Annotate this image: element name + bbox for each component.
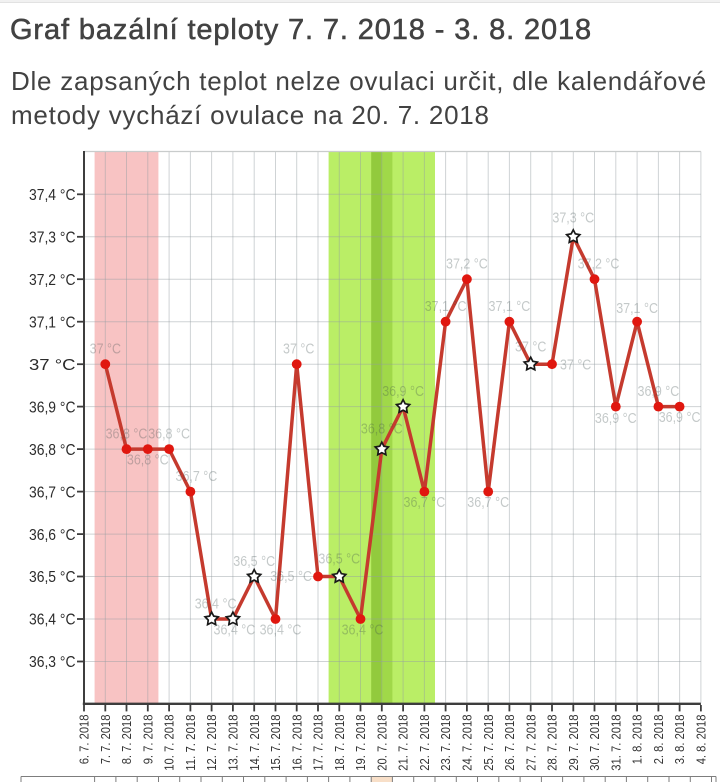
svg-text:37,1 °C: 37,1 °C: [425, 299, 467, 315]
svg-text:36,4 °C: 36,4 °C: [29, 612, 76, 629]
svg-text:11. 7. 2018: 11. 7. 2018: [184, 714, 198, 770]
svg-text:36,5 °C: 36,5 °C: [270, 569, 312, 585]
svg-text:37 °C: 37 °C: [560, 358, 591, 374]
svg-text:19. 7. 2018: 19. 7. 2018: [354, 714, 368, 770]
svg-text:29. 7. 2018: 29. 7. 2018: [567, 714, 581, 770]
svg-text:36,8 °C: 36,8 °C: [148, 427, 190, 443]
svg-text:37,2 °C: 37,2 °C: [29, 272, 76, 289]
svg-text:9. 7. 2018: 9. 7. 2018: [141, 714, 155, 764]
svg-text:37,2 °C: 37,2 °C: [446, 257, 488, 273]
svg-text:36,7 °C: 36,7 °C: [467, 495, 509, 511]
svg-text:36,6 °C: 36,6 °C: [29, 527, 76, 544]
svg-text:37 °C: 37 °C: [283, 342, 314, 358]
svg-text:25. 7. 2018: 25. 7. 2018: [482, 714, 496, 770]
svg-text:14. 7. 2018: 14. 7. 2018: [248, 714, 262, 770]
svg-text:36,8 °C: 36,8 °C: [127, 453, 169, 469]
svg-text:27. 7. 2018: 27. 7. 2018: [524, 714, 538, 770]
svg-text:20. 7. 2018: 20. 7. 2018: [375, 714, 389, 770]
svg-text:37,1 °C: 37,1 °C: [616, 301, 658, 317]
svg-text:36,9 °C: 36,9 °C: [659, 410, 701, 426]
svg-text:36,4 °C: 36,4 °C: [342, 623, 384, 639]
svg-text:36,4 °C: 36,4 °C: [195, 597, 237, 613]
svg-text:37 °C: 37 °C: [29, 357, 76, 374]
svg-text:7. 7. 2018: 7. 7. 2018: [99, 714, 113, 764]
svg-text:23. 7. 2018: 23. 7. 2018: [439, 714, 453, 770]
svg-text:37 °C: 37 °C: [90, 342, 121, 358]
svg-text:1. 8. 2018: 1. 8. 2018: [631, 714, 645, 764]
svg-text:30. 7. 2018: 30. 7. 2018: [588, 714, 602, 770]
svg-text:12. 7. 2018: 12. 7. 2018: [205, 714, 219, 770]
svg-text:37,4 °C: 37,4 °C: [29, 187, 76, 204]
svg-text:4. 8. 2018: 4. 8. 2018: [695, 714, 709, 764]
svg-text:37,1 °C: 37,1 °C: [29, 314, 76, 331]
svg-text:36,4 °C: 36,4 °C: [214, 623, 256, 639]
svg-text:36,9 °C: 36,9 °C: [638, 384, 680, 400]
svg-text:37,2 °C: 37,2 °C: [578, 257, 620, 273]
svg-text:36,5 °C: 36,5 °C: [318, 552, 360, 568]
svg-text:36,7 °C: 36,7 °C: [176, 469, 218, 485]
svg-text:36,5 °C: 36,5 °C: [233, 554, 275, 570]
svg-text:37,3 °C: 37,3 °C: [552, 210, 594, 226]
svg-text:2. 8. 2018: 2. 8. 2018: [652, 714, 666, 764]
svg-text:36,8 °C: 36,8 °C: [106, 427, 148, 443]
svg-text:21. 7. 2018: 21. 7. 2018: [397, 714, 411, 770]
svg-text:16. 7. 2018: 16. 7. 2018: [290, 714, 304, 770]
svg-text:36,7 °C: 36,7 °C: [404, 495, 446, 511]
svg-text:17. 7. 2018: 17. 7. 2018: [312, 714, 326, 770]
svg-text:8. 7. 2018: 8. 7. 2018: [120, 714, 134, 764]
svg-text:36,9 °C: 36,9 °C: [29, 399, 76, 416]
svg-text:36,5 °C: 36,5 °C: [29, 569, 76, 586]
svg-text:6. 7. 2018: 6. 7. 2018: [78, 714, 92, 764]
svg-text:28. 7. 2018: 28. 7. 2018: [546, 714, 560, 770]
svg-text:22. 7. 2018: 22. 7. 2018: [418, 714, 432, 770]
svg-text:36,9 °C: 36,9 °C: [595, 411, 637, 427]
svg-text:36,9 °C: 36,9 °C: [382, 384, 424, 400]
svg-text:36,3 °C: 36,3 °C: [29, 654, 76, 671]
svg-text:26. 7. 2018: 26. 7. 2018: [503, 714, 517, 770]
svg-text:18. 7. 2018: 18. 7. 2018: [333, 714, 347, 770]
svg-text:10. 7. 2018: 10. 7. 2018: [163, 714, 177, 770]
svg-text:37,3 °C: 37,3 °C: [29, 230, 76, 247]
svg-text:36,4 °C: 36,4 °C: [260, 623, 302, 639]
svg-text:36,7 °C: 36,7 °C: [29, 484, 76, 501]
svg-text:24. 7. 2018: 24. 7. 2018: [461, 714, 475, 770]
svg-text:37 °C: 37 °C: [515, 340, 546, 356]
svg-text:15. 7. 2018: 15. 7. 2018: [269, 714, 283, 770]
svg-text:3. 8. 2018: 3. 8. 2018: [673, 714, 687, 764]
svg-text:13. 7. 2018: 13. 7. 2018: [227, 714, 241, 770]
svg-text:36,8 °C: 36,8 °C: [29, 442, 76, 459]
svg-text:31. 7. 2018: 31. 7. 2018: [609, 714, 623, 770]
svg-text:36,8 °C: 36,8 °C: [361, 422, 403, 438]
svg-text:37,1 °C: 37,1 °C: [489, 299, 531, 315]
